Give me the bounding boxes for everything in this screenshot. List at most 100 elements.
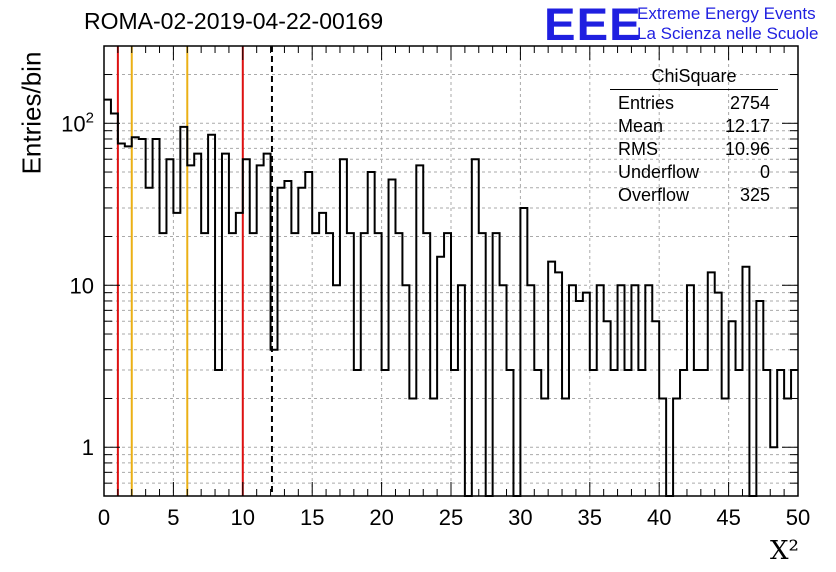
chart-title: ROMA-02-2019-04-22-00169 [84,8,384,34]
histogram-bin [340,159,347,496]
histogram-bin [312,233,319,496]
histogram-bin [215,370,222,496]
histogram-bin [729,321,736,496]
stats-value: 12.17 [724,116,770,136]
histogram-bin [160,233,167,496]
stats-row: RMS 10.96 [610,138,778,161]
histogram-bin [222,154,229,496]
histogram-bin [791,370,798,496]
x-tick-label: 20 [369,505,393,530]
histogram-bin [694,370,701,496]
histogram-bin [569,285,576,496]
histogram-bin [763,370,770,496]
histogram-bin [701,370,708,496]
histogram-bin [389,179,396,496]
histogram-bin [298,188,305,496]
histogram-outline [104,98,798,497]
histogram-bin [631,285,638,496]
histogram-bin [534,370,541,496]
histogram-bin [645,285,652,496]
histogram-bin [736,370,743,496]
histogram-bin [139,139,146,496]
y-axis-label: Entries/bin [16,51,47,175]
histogram-bin [284,181,291,496]
histogram-bin [395,233,402,496]
stats-value: 325 [739,185,770,205]
x-tick-label: 35 [578,505,602,530]
stats-title: ChiSquare [610,66,778,90]
x-tick-label: 0 [98,505,110,530]
histogram-bin [111,113,118,496]
stats-box: ChiSquare Entries 2754 Mean 12.17 RMS 10… [610,66,778,207]
histogram-bin [507,370,514,496]
histogram-bin [291,233,298,496]
stats-row: Entries 2754 [610,92,778,115]
histogram-bin [597,285,604,496]
histogram-bin [625,370,632,496]
stats-value: 0 [759,162,770,182]
histogram-bin [590,370,597,496]
histogram-bin [479,233,486,496]
x-tick-label: 50 [786,505,810,530]
histogram-bin [153,139,160,496]
axis-ticks [103,46,799,496]
histogram-bin [375,233,382,496]
histogram-bin [444,233,451,496]
histogram-bin [347,233,354,496]
histogram-bin [201,233,208,496]
histogram-bin [402,285,409,496]
histogram-bin [326,233,333,496]
logo-line-1: Extreme Energy Events [637,4,816,23]
y-tick-label: 1 [82,435,94,460]
histogram-bin [236,213,243,496]
histogram-bin [319,213,326,496]
stats-label: Entries [618,93,675,113]
histogram-bin [451,370,458,496]
stats-label: Underflow [618,162,700,182]
histogram-bin [118,144,125,496]
histogram-bin [166,159,173,496]
histogram-bin [715,293,722,496]
y-tick-label: 102 [61,109,94,136]
histogram-bin [500,285,507,496]
histogram-bin [777,370,784,496]
histogram-bin [527,285,534,496]
histogram-bin [604,321,611,496]
histogram-bin [132,137,139,496]
histogram-bin [652,321,659,496]
histogram-bin [278,188,285,496]
eee-logo: EEE [544,0,642,50]
histogram-bin [146,188,153,496]
stats-row: Mean 12.17 [610,115,778,138]
x-tick-label: 25 [439,505,463,530]
y-tick-exponent: 2 [86,109,94,126]
histogram-bin [638,370,645,496]
histogram-bin [194,154,201,496]
histogram [104,98,798,497]
histogram-bin [618,285,625,496]
stats-row: Overflow 325 [610,184,778,207]
histogram-bin [680,370,687,496]
histogram-bin [173,213,180,496]
histogram-bin [611,370,618,496]
histogram-bin [243,159,250,496]
histogram-bin [180,127,187,496]
histogram-bin [229,233,236,496]
y-tick-label: 10 [70,273,94,298]
histogram-bin [208,135,215,496]
stats-label: Mean [618,116,664,136]
histogram-bin [583,293,590,496]
histogram-bin [257,165,264,496]
stats-label: Overflow [618,185,690,205]
x-tick-label: 10 [231,505,255,530]
histogram-bin [520,208,527,496]
histogram-bin [382,370,389,496]
histogram-bin [416,165,423,496]
x-axis-label: X² [770,536,799,566]
stats-row: Underflow 0 [610,161,778,184]
x-tick-label: 45 [716,505,740,530]
histogram-bin [250,233,257,496]
stats-value: 10.96 [724,139,770,159]
